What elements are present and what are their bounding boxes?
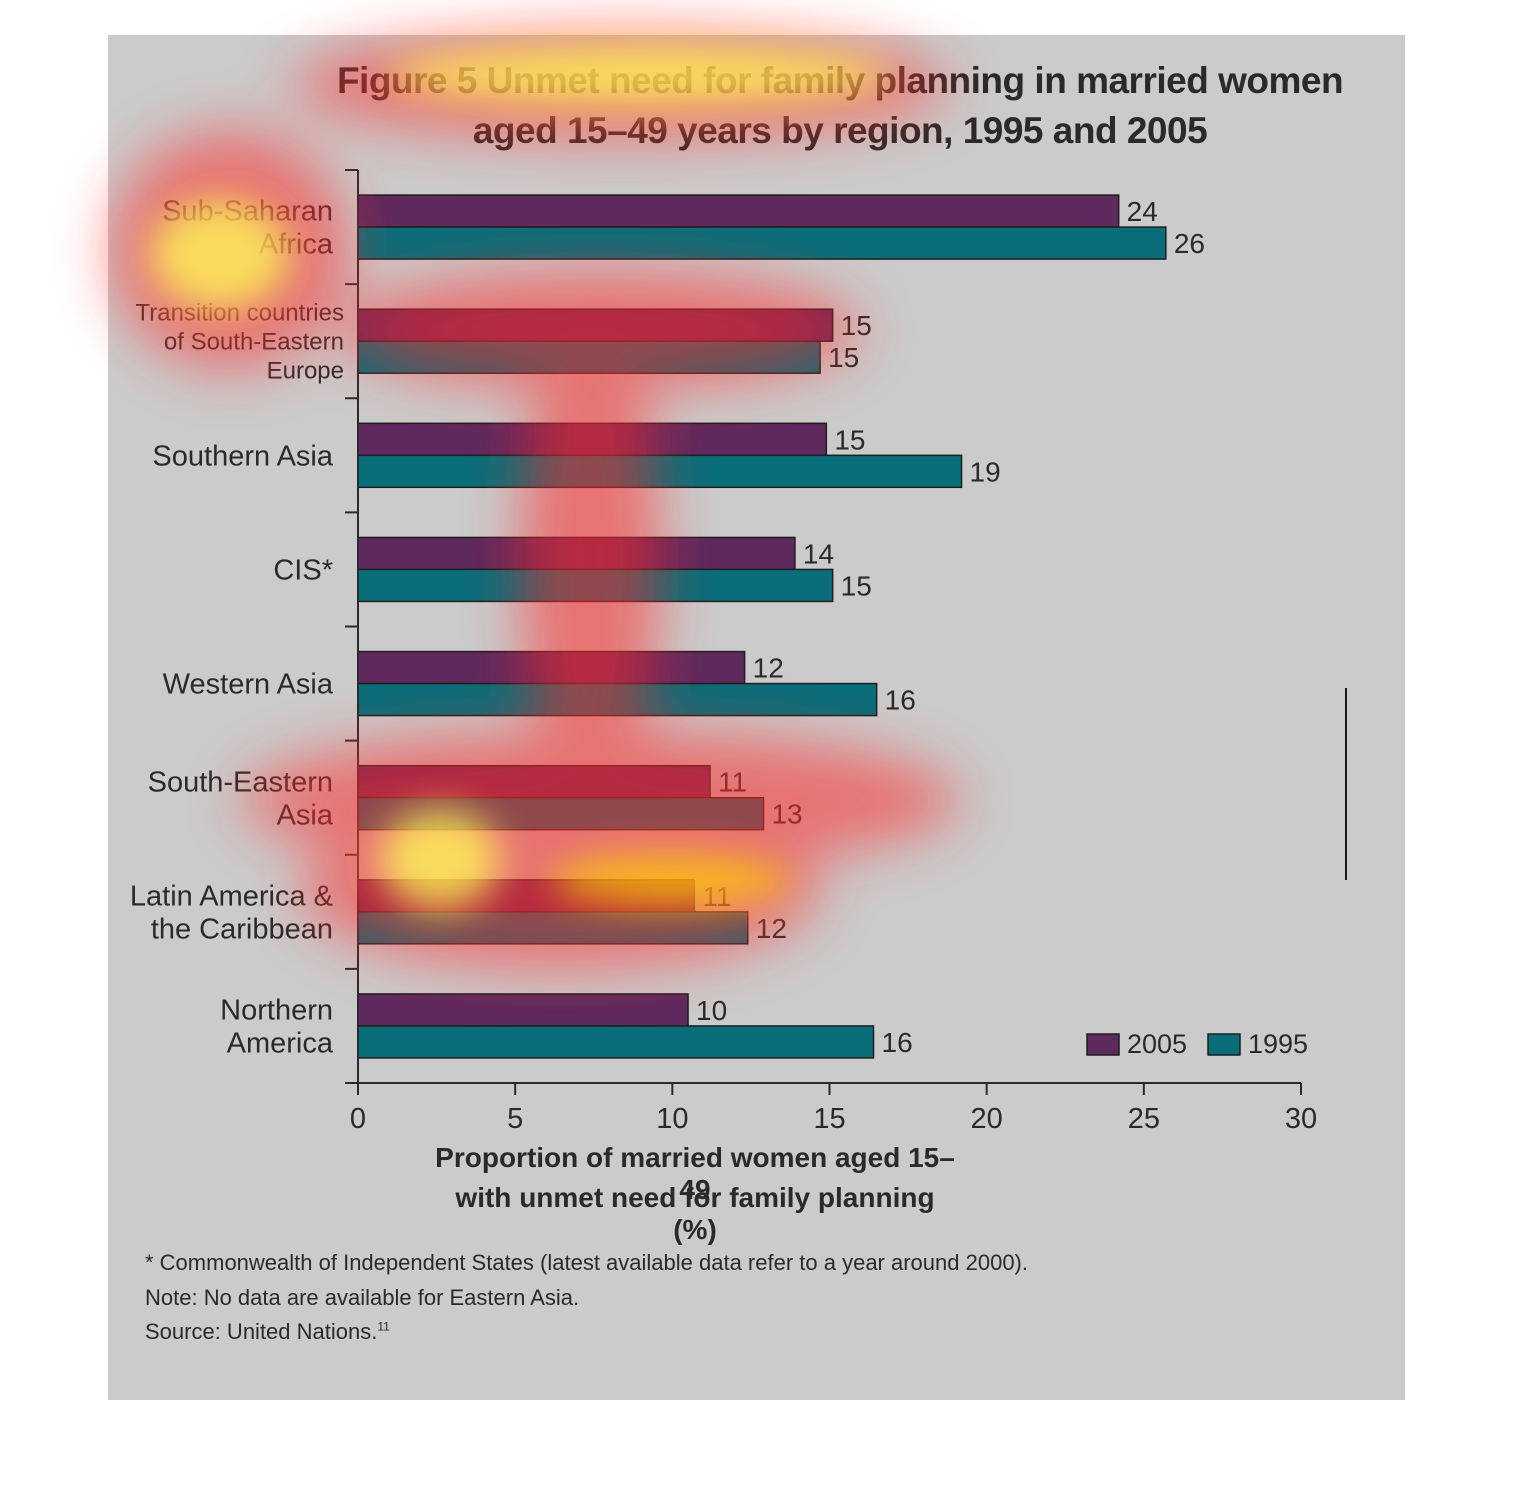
bar-1995-4 bbox=[357, 682, 878, 717]
x-tick-label-20: 20 bbox=[971, 1103, 1003, 1135]
x-tick-label-30: 30 bbox=[1285, 1103, 1317, 1135]
data-label-2005-0: 24 bbox=[1127, 196, 1158, 227]
x-tick-label-15: 15 bbox=[813, 1103, 845, 1135]
category-label-1-0: Transition countries bbox=[135, 300, 344, 327]
x-axis-label-line-2: with unmet need for family planning (%) bbox=[455, 1182, 935, 1245]
data-label-2005-3: 14 bbox=[803, 538, 834, 569]
x-tick-label-0: 0 bbox=[350, 1103, 366, 1135]
category-label-2-0: Southern Asia bbox=[152, 440, 333, 472]
category-label-1-1: of South-Eastern bbox=[164, 329, 344, 356]
data-label-1995-4: 16 bbox=[885, 685, 916, 716]
x-tick-label-5: 5 bbox=[507, 1103, 523, 1135]
bar-2005-0 bbox=[357, 194, 1120, 228]
category-label-0-1: Africa bbox=[259, 229, 334, 261]
bar-1995-7 bbox=[357, 1025, 875, 1059]
category-label-5-1: Asia bbox=[277, 799, 334, 831]
category-label-0-0: Sub-Saharan bbox=[162, 196, 333, 228]
legend-label-1995: 1995 bbox=[1248, 1029, 1308, 1059]
bar-2005-3 bbox=[357, 536, 796, 571]
footnote-cis: * Commonwealth of Independent States (la… bbox=[145, 1250, 1028, 1275]
bar-1995-2 bbox=[357, 454, 963, 489]
bar-2005-5 bbox=[357, 764, 711, 799]
bar-2005-1 bbox=[357, 308, 834, 342]
bar-2005-7 bbox=[357, 993, 689, 1027]
data-label-2005-1: 15 bbox=[841, 310, 872, 341]
data-label-1995-1: 15 bbox=[828, 342, 859, 373]
data-label-2005-6: 11 bbox=[702, 881, 731, 912]
legend-swatch-2005 bbox=[1086, 1033, 1120, 1056]
bar-1995-0 bbox=[357, 226, 1167, 260]
data-label-1995-2: 19 bbox=[970, 456, 1001, 487]
data-label-1995-5: 13 bbox=[771, 799, 802, 830]
x-axis-label-line-1: Proportion of married women aged 15–49 bbox=[435, 1142, 955, 1205]
data-label-1995-3: 15 bbox=[841, 570, 872, 601]
x-tick-label-25: 25 bbox=[1128, 1103, 1160, 1135]
note-eastern-asia: Note: No data are available for Eastern … bbox=[145, 1285, 580, 1310]
data-label-1995-6: 12 bbox=[756, 913, 787, 944]
source-note: Source: United Nations.11 bbox=[145, 1319, 390, 1345]
category-label-7-0: Northern bbox=[220, 995, 333, 1027]
category-label-6-1: the Caribbean bbox=[151, 913, 333, 945]
source-ref: 11 bbox=[377, 1319, 390, 1334]
data-label-2005-4: 12 bbox=[753, 653, 784, 684]
data-label-1995-7: 16 bbox=[882, 1027, 913, 1058]
category-label-6-0: Latin America & bbox=[130, 880, 333, 912]
category-label-5-0: South-Eastern bbox=[148, 766, 333, 798]
category-label-1-2: Europe bbox=[267, 358, 344, 385]
category-label-3-0: CIS* bbox=[273, 555, 333, 587]
data-label-2005-2: 15 bbox=[834, 424, 865, 455]
bar-2005-6 bbox=[357, 879, 696, 913]
bar-1995-1 bbox=[357, 340, 821, 374]
bar-2005-4 bbox=[357, 650, 746, 685]
source-text: Source: United Nations. bbox=[145, 1319, 378, 1344]
data-label-2005-7: 10 bbox=[696, 995, 727, 1026]
data-label-2005-5: 11 bbox=[718, 767, 747, 798]
bar-1995-3 bbox=[357, 568, 834, 603]
bar-2005-2 bbox=[357, 422, 828, 457]
bar-1995-5 bbox=[357, 796, 765, 831]
bar-1995-6 bbox=[357, 911, 749, 945]
data-label-1995-0: 26 bbox=[1174, 228, 1205, 259]
x-tick-label-10: 10 bbox=[656, 1103, 688, 1135]
legend-label-2005: 2005 bbox=[1127, 1029, 1187, 1059]
category-label-4-0: Western Asia bbox=[163, 669, 334, 701]
category-label-7-1: America bbox=[227, 1028, 334, 1060]
legend-swatch-1995 bbox=[1207, 1033, 1241, 1056]
